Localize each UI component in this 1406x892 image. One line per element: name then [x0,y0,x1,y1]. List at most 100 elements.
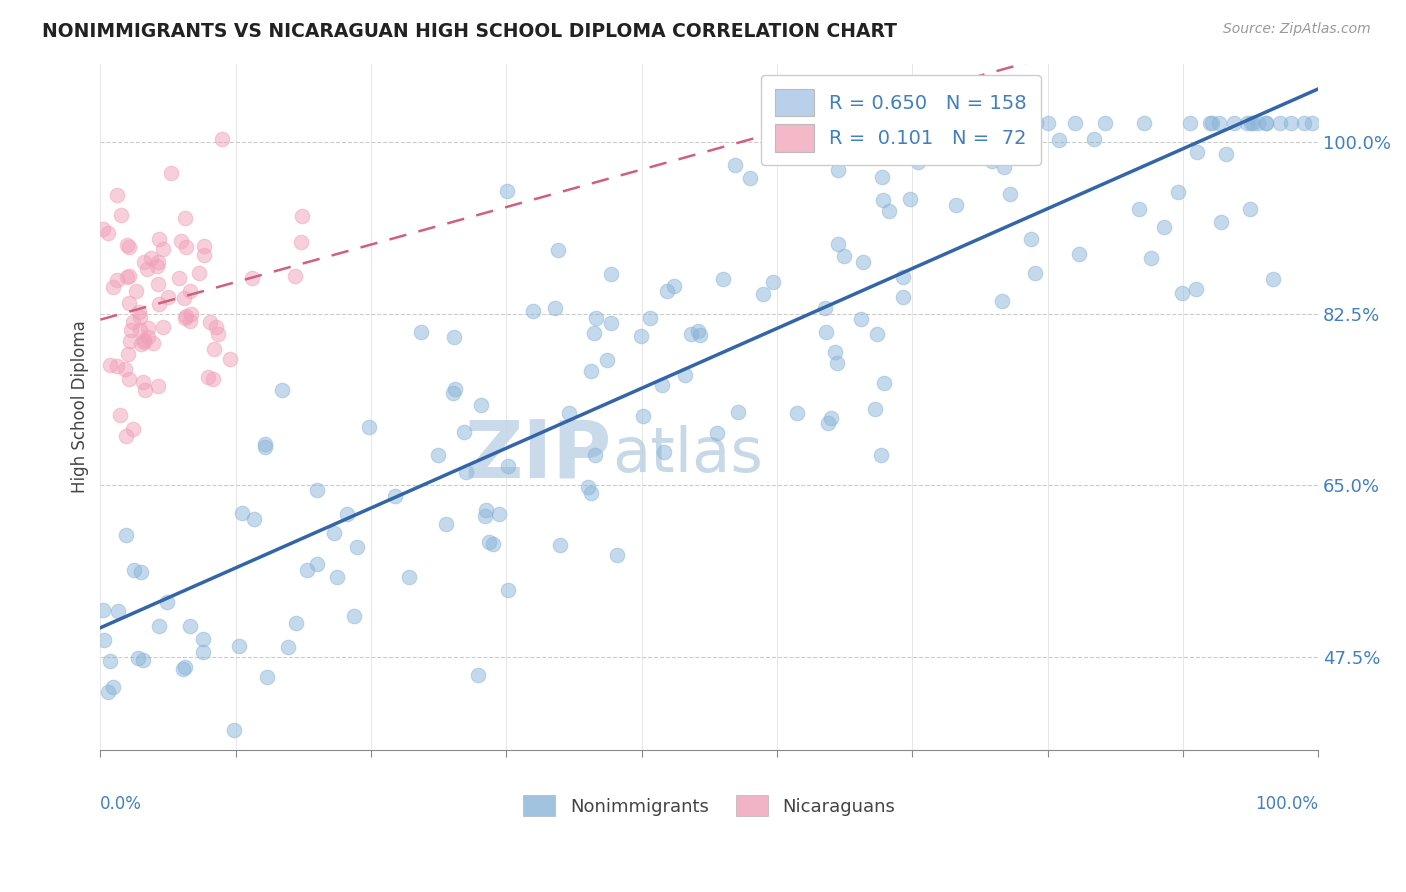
Nicaraguans [134,383,156,397]
Nonimmigrants [444,382,467,396]
Nonimmigrants [849,312,872,326]
Nonimmigrants [1236,116,1258,130]
Nonimmigrants [576,480,599,494]
Nicaraguans [118,372,141,386]
Nonimmigrants [253,440,276,454]
Nonimmigrants [522,303,544,318]
Nicaraguans [291,209,314,223]
Nonimmigrants [905,151,928,165]
Nicaraguans [146,254,169,268]
Nicaraguans [174,240,197,254]
Nonimmigrants [825,356,848,370]
Nicaraguans [197,370,219,384]
Nicaraguans [219,352,242,367]
Nonimmigrants [863,402,886,417]
Nicaraguans [148,232,170,246]
Nonimmigrants [488,507,510,521]
Nicaraguans [152,319,174,334]
Nicaraguans [115,238,138,252]
Nicaraguans [136,330,159,344]
Nicaraguans [120,323,142,337]
Nonimmigrants [998,187,1021,202]
Nonimmigrants [305,557,328,571]
Nonimmigrants [228,639,250,653]
Nicaraguans [97,226,120,240]
Nicaraguans [146,277,169,291]
Nicaraguans [174,311,197,326]
Nicaraguans [138,320,160,334]
Nonimmigrants [724,158,747,172]
Nonimmigrants [1153,219,1175,234]
Nicaraguans [117,346,139,360]
Nonimmigrants [1083,131,1105,145]
Nicaraguans [179,284,201,298]
Nonimmigrants [454,465,477,479]
Nonimmigrants [544,301,567,316]
Nonimmigrants [579,364,602,378]
Nonimmigrants [1254,116,1277,130]
Nonimmigrants [596,352,619,367]
Nonimmigrants [814,301,837,315]
Nonimmigrants [681,327,703,342]
Nonimmigrants [277,640,299,654]
Nicaraguans [142,335,165,350]
Nonimmigrants [872,193,894,207]
Nicaraguans [284,268,307,283]
Nonimmigrants [343,608,366,623]
Nonimmigrants [1239,202,1261,217]
Nonimmigrants [752,286,775,301]
Nonimmigrants [172,662,194,676]
Nonimmigrants [285,616,308,631]
Nicaraguans [201,371,224,385]
Nonimmigrants [475,502,498,516]
Nonimmigrants [824,345,846,359]
Nicaraguans [122,422,145,436]
Nonimmigrants [945,198,967,212]
Nicaraguans [132,376,155,390]
Nonimmigrants [1240,116,1263,130]
Nicaraguans [205,320,228,334]
Nonimmigrants [132,653,155,667]
Nonimmigrants [470,398,492,412]
Nonimmigrants [1094,116,1116,130]
Nonimmigrants [127,651,149,665]
Nicaraguans [135,262,157,277]
Nonimmigrants [827,163,849,178]
Nonimmigrants [654,445,676,459]
Nonimmigrants [1047,133,1070,147]
Nonimmigrants [1199,116,1222,130]
Nonimmigrants [664,279,686,293]
Nicaraguans [114,361,136,376]
Nonimmigrants [91,603,114,617]
Nicaraguans [134,333,156,347]
Nonimmigrants [673,368,696,383]
Nonimmigrants [713,272,735,286]
Nonimmigrants [191,645,214,659]
Nonimmigrants [101,681,124,695]
Nicaraguans [91,222,114,236]
Nonimmigrants [600,316,623,330]
Text: ZIP: ZIP [464,416,612,494]
Nicaraguans [148,297,170,311]
Nicaraguans [170,235,193,249]
Nicaraguans [115,429,138,443]
Nonimmigrants [990,294,1012,309]
Nonimmigrants [870,448,893,462]
Nonimmigrants [1246,116,1268,130]
Nonimmigrants [478,535,501,549]
Nonimmigrants [1301,116,1323,130]
Nonimmigrants [900,192,922,206]
Nicaraguans [129,336,152,351]
Nonimmigrants [179,619,201,633]
Nicaraguans [125,284,148,298]
Nicaraguans [98,358,121,372]
Nicaraguans [211,132,233,146]
Nonimmigrants [1024,266,1046,280]
Nicaraguans [188,266,211,280]
Nonimmigrants [1256,116,1278,130]
Nonimmigrants [1038,116,1060,130]
Nicaraguans [180,307,202,321]
Nonimmigrants [326,569,349,583]
Nonimmigrants [1201,116,1223,130]
Nonimmigrants [398,570,420,584]
